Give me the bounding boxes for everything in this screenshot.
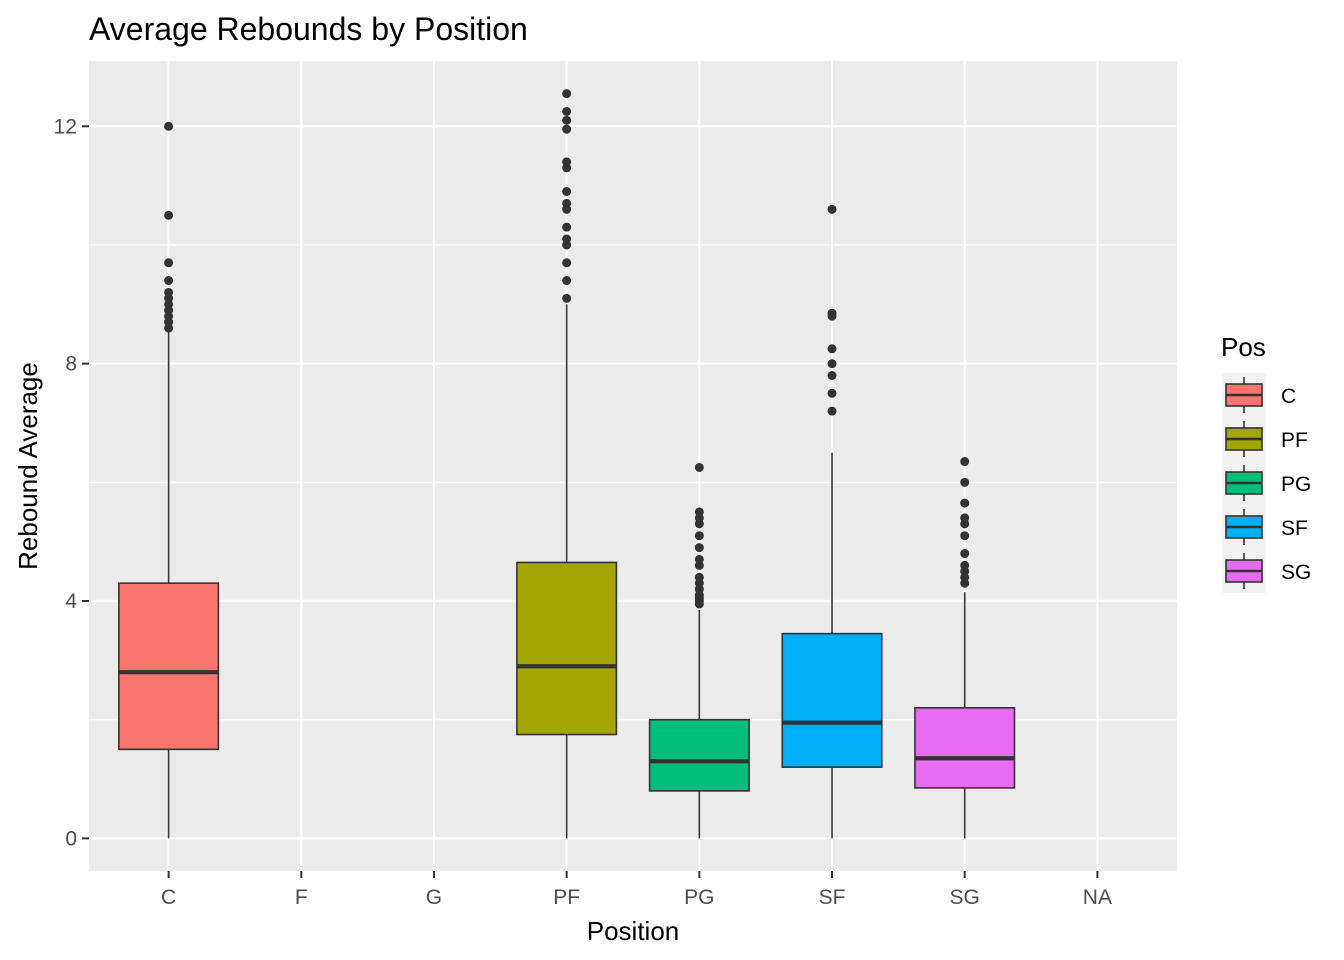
x-tick-label: SF xyxy=(819,886,846,909)
outlier-point xyxy=(562,157,572,167)
box-iqr xyxy=(781,632,883,768)
y-axis-ticks: 0 4 8 12 xyxy=(54,115,89,850)
outlier-point xyxy=(960,457,970,467)
outlier-point xyxy=(164,287,174,297)
outlier-point xyxy=(827,388,837,398)
outlier-point xyxy=(562,234,572,244)
box-sg xyxy=(914,457,1016,839)
legend-label: PG xyxy=(1281,473,1311,496)
outlier-point xyxy=(960,560,970,570)
outlier-point xyxy=(562,198,572,208)
outlier-point xyxy=(827,344,837,354)
x-tick-label: F xyxy=(295,886,308,909)
legend-item-sf: SF xyxy=(1222,505,1308,549)
outlier-point xyxy=(827,406,837,416)
outlier-point xyxy=(960,531,970,541)
outlier-point xyxy=(562,106,572,116)
legend-label: C xyxy=(1281,385,1296,408)
outlier-point xyxy=(960,477,970,487)
x-tick-label: PG xyxy=(684,886,714,909)
outlier-point xyxy=(562,222,572,232)
y-tick-label: 8 xyxy=(65,353,77,376)
outlier-point xyxy=(562,258,572,268)
outlier-point xyxy=(694,572,704,582)
legend-title: Pos xyxy=(1221,332,1266,362)
legend-label: SF xyxy=(1281,517,1308,540)
legend-item-c: C xyxy=(1222,373,1296,417)
box-iqr xyxy=(118,582,220,751)
y-tick-label: 4 xyxy=(65,590,77,613)
outlier-point xyxy=(960,498,970,508)
x-tick-label: NA xyxy=(1083,886,1112,909)
box-c xyxy=(118,121,220,839)
box-sf xyxy=(781,204,883,839)
legend-label: PF xyxy=(1281,429,1308,452)
outlier-point xyxy=(562,276,572,286)
box-series xyxy=(118,89,1016,839)
box-iqr xyxy=(648,718,750,792)
box-iqr xyxy=(516,561,618,736)
y-tick-label: 0 xyxy=(65,827,77,850)
legend: Pos C PF PG SF SG xyxy=(1221,332,1311,593)
x-axis-ticks: C F G PF PG SF SG NA xyxy=(161,871,1112,909)
y-axis-title: Rebound Average xyxy=(13,362,43,570)
legend-items: C PF PG SF SG xyxy=(1222,373,1311,593)
outlier-point xyxy=(694,554,704,564)
outlier-point xyxy=(827,204,837,214)
outlier-point xyxy=(827,371,837,381)
outlier-point xyxy=(694,507,704,517)
outlier-point xyxy=(960,513,970,523)
x-tick-label: G xyxy=(426,886,442,909)
outlier-point xyxy=(827,308,837,318)
outlier-point xyxy=(562,187,572,197)
x-tick-label: PF xyxy=(553,886,580,909)
outlier-point xyxy=(164,276,174,286)
outlier-point xyxy=(562,293,572,303)
x-tick-label: C xyxy=(161,886,176,909)
outlier-point xyxy=(562,124,572,134)
y-tick-label: 12 xyxy=(54,115,77,138)
legend-item-pf: PF xyxy=(1222,417,1308,461)
chart-title: Average Rebounds by Position xyxy=(89,11,528,47)
outlier-point xyxy=(694,462,704,472)
box-iqr xyxy=(914,707,1016,789)
x-tick-label: SG xyxy=(950,886,980,909)
outlier-point xyxy=(694,543,704,553)
outlier-point xyxy=(827,359,837,369)
box-pf xyxy=(516,89,618,839)
outlier-point xyxy=(694,531,704,541)
box-pg xyxy=(648,462,750,839)
x-axis-title: Position xyxy=(587,916,680,946)
outlier-point xyxy=(164,258,174,268)
legend-item-sg: SG xyxy=(1222,549,1311,593)
legend-item-pg: PG xyxy=(1222,461,1311,505)
outlier-point xyxy=(562,89,572,99)
outlier-point xyxy=(960,549,970,559)
legend-label: SG xyxy=(1281,561,1311,584)
outlier-point xyxy=(164,121,174,131)
outlier-point xyxy=(562,115,572,125)
outlier-point xyxy=(164,210,174,220)
